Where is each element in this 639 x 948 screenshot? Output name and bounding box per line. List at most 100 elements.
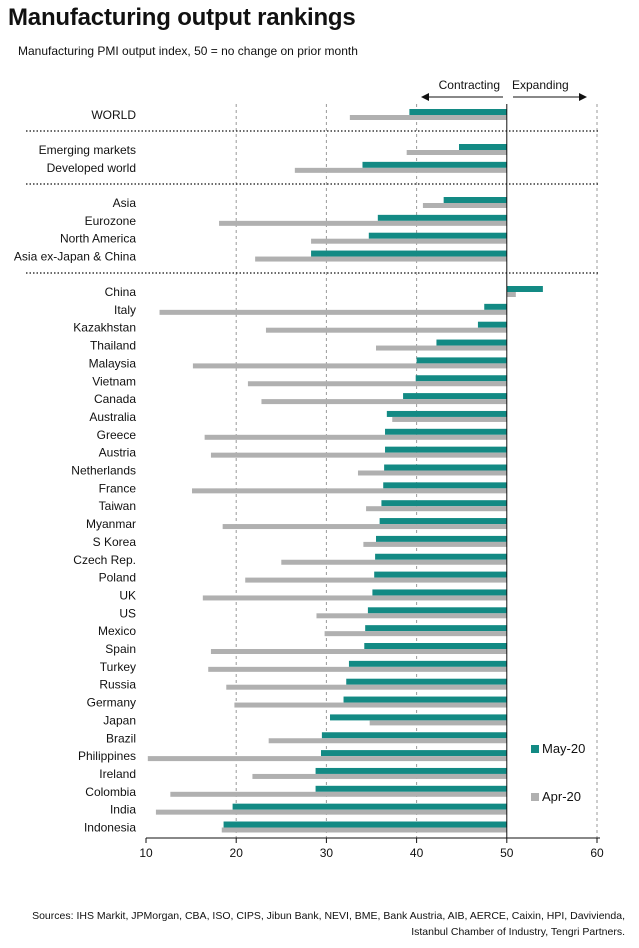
category-label: Emerging markets [39,143,136,157]
x-tick-label: 10 [139,846,153,860]
legend-label-apr: Apr-20 [542,789,581,804]
bar-apr [261,399,507,405]
bar-apr [392,416,507,422]
bar-apr [210,649,507,654]
x-tick-label: 40 [410,846,424,860]
bar-apr [170,791,507,797]
category-label: Malaysia [89,356,137,370]
category-label: Thailand [90,339,136,353]
bar-may [311,250,507,257]
bar-may [384,464,507,471]
bar-may [458,144,507,150]
bar-may [343,696,507,703]
bar-apr [159,309,507,315]
bar-apr [204,434,507,440]
category-labels: WORLD Emerging markets Developed world Asia… [14,108,136,835]
bar-may [376,535,507,542]
category-label: WORLD [91,108,136,122]
bar-may [223,821,507,828]
bar-may [367,607,507,614]
contracting-annotation: Contracting [439,78,500,92]
bar-may [385,446,507,453]
bar-apr [222,524,507,530]
category-label: Russia [99,678,136,692]
category-label: China [105,285,137,299]
bar-apr [294,167,507,173]
bar-may [368,232,507,239]
category-label: UK [119,588,136,602]
bar-apr [349,115,507,120]
legend-swatch-may [531,745,539,753]
bar-may [386,410,507,417]
category-label: Austria [99,446,137,460]
bar-may [315,767,507,774]
bar-apr [255,256,507,262]
category-label: Asia [113,196,137,210]
bar-may [436,339,507,346]
category-label: Poland [99,571,136,585]
bar-may [477,321,507,328]
legend-label-may: May-20 [542,741,585,756]
bar-apr [226,684,507,690]
bar-may [320,750,507,757]
bar-may [403,393,507,400]
bar-may [232,803,507,810]
category-label: Greece [97,428,137,442]
bar-apr [268,738,507,744]
bar-may [385,428,507,435]
bar-apr [311,238,507,244]
annotations: Contracting Expanding [421,78,587,101]
category-label: Canada [94,392,136,406]
category-label: Eurozone [85,214,137,228]
category-label: Philippines [78,749,136,763]
bar-apr [147,756,507,762]
bar-apr [363,541,507,547]
legend-swatch-apr [531,793,539,801]
category-label: S Korea [93,535,137,549]
bar-may [506,286,543,292]
category-label: Vietnam [92,374,136,388]
x-tick-label: 50 [500,846,514,860]
category-label: Netherlands [71,464,136,478]
category-label: Czech Rep. [73,553,136,567]
bar-may [416,357,507,364]
x-tick-label: 30 [320,846,334,860]
category-label: India [110,803,136,817]
category-label: North America [60,232,136,246]
bar-may [365,625,507,632]
bar-may [443,197,507,203]
bar-may [321,732,507,739]
category-label: Developed world [47,161,136,175]
expanding-annotation: Expanding [512,78,569,92]
sources-note: Sources: IHS Markit, JPMorgan, CBA, ISO,… [32,910,625,938]
bar-apr [316,613,507,619]
bar-may [375,553,507,560]
bar-may [415,375,507,382]
x-tick-label: 60 [590,846,604,860]
bar-apr [406,150,507,155]
bar-apr [155,809,507,815]
bar-apr [366,506,507,512]
bar-apr [422,203,507,208]
bar-may [348,660,507,667]
category-label: Turkey [100,660,136,674]
bar-may [381,500,507,507]
x-axis: 10 20 30 40 50 60 [139,104,604,860]
bar-may [379,518,507,525]
category-label: Japan [103,713,136,727]
bar-apr [265,327,507,333]
category-label: France [99,481,137,495]
bar-apr [281,559,507,565]
category-label: Germany [87,696,136,710]
category-label: Myanmar [86,517,136,531]
x-tick-label: 20 [230,846,244,860]
bar-apr [324,631,507,637]
bar-may [315,785,507,792]
category-label: Ireland [99,767,136,781]
bar-may [484,303,507,310]
bar-apr [252,773,507,779]
bar-apr [221,827,507,833]
category-label: Asia ex-Japan & China [14,250,136,264]
chart-subtitle: Manufacturing PMI output index, 50 = no … [18,44,358,58]
